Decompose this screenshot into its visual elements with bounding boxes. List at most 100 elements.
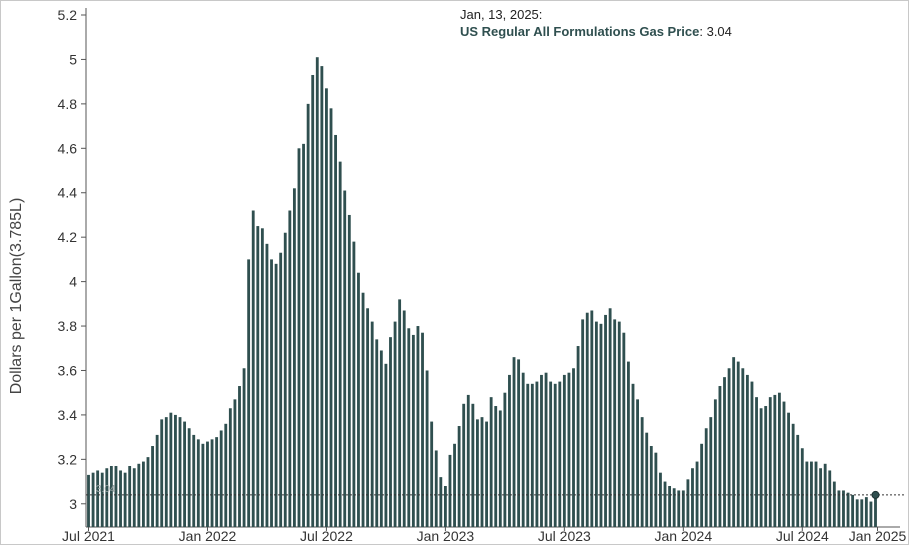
bar[interactable] bbox=[265, 243, 269, 527]
bar[interactable] bbox=[146, 457, 150, 527]
bar[interactable] bbox=[823, 463, 827, 527]
bar[interactable] bbox=[562, 374, 566, 527]
bar[interactable] bbox=[654, 452, 658, 527]
bar[interactable] bbox=[576, 346, 580, 527]
bar[interactable] bbox=[713, 399, 717, 527]
bar[interactable] bbox=[544, 372, 548, 527]
bar[interactable] bbox=[553, 383, 557, 527]
bar[interactable] bbox=[727, 368, 731, 527]
bar[interactable] bbox=[681, 490, 685, 527]
bar[interactable] bbox=[526, 383, 530, 527]
bar[interactable] bbox=[631, 383, 635, 527]
bar[interactable] bbox=[572, 368, 575, 527]
bar[interactable] bbox=[279, 252, 283, 528]
bar[interactable] bbox=[192, 434, 196, 527]
bar[interactable] bbox=[704, 428, 708, 527]
bar[interactable] bbox=[558, 381, 562, 527]
bar[interactable] bbox=[393, 321, 397, 527]
bar[interactable] bbox=[700, 443, 704, 527]
bar[interactable] bbox=[288, 210, 292, 527]
bar[interactable] bbox=[787, 412, 790, 527]
bar[interactable] bbox=[860, 499, 864, 527]
bar[interactable] bbox=[434, 450, 438, 527]
bar[interactable] bbox=[457, 426, 461, 527]
bar[interactable] bbox=[315, 57, 319, 528]
bar[interactable] bbox=[283, 232, 287, 528]
bar[interactable] bbox=[691, 468, 694, 527]
bar[interactable] bbox=[421, 332, 424, 527]
bar[interactable] bbox=[274, 263, 278, 527]
bar[interactable] bbox=[718, 386, 722, 527]
bar[interactable] bbox=[389, 337, 392, 527]
bar[interactable] bbox=[242, 368, 246, 527]
bar[interactable] bbox=[535, 381, 539, 527]
bar[interactable] bbox=[338, 161, 342, 527]
bar[interactable] bbox=[530, 383, 534, 527]
bar[interactable] bbox=[151, 446, 154, 527]
bar[interactable] bbox=[832, 481, 836, 527]
bar[interactable] bbox=[814, 461, 818, 527]
bar[interactable] bbox=[430, 421, 434, 527]
bar[interactable] bbox=[443, 486, 447, 527]
bar[interactable] bbox=[617, 321, 621, 527]
bar[interactable] bbox=[123, 472, 127, 527]
bar[interactable] bbox=[594, 321, 598, 527]
bar[interactable] bbox=[810, 461, 813, 527]
bar[interactable] bbox=[128, 466, 132, 527]
bar[interactable] bbox=[608, 308, 612, 527]
bar[interactable] bbox=[375, 339, 379, 527]
bar[interactable] bbox=[480, 417, 484, 527]
bar[interactable] bbox=[777, 392, 781, 527]
bar[interactable] bbox=[503, 392, 507, 527]
bar[interactable] bbox=[357, 272, 360, 527]
bar[interactable] bbox=[256, 226, 260, 527]
bar[interactable] bbox=[233, 399, 237, 527]
bar[interactable] bbox=[599, 323, 603, 527]
bar[interactable] bbox=[366, 308, 370, 527]
bar[interactable] bbox=[160, 419, 164, 527]
bar[interactable] bbox=[741, 368, 745, 527]
bar[interactable] bbox=[636, 399, 639, 527]
bar[interactable] bbox=[462, 403, 466, 527]
bar[interactable] bbox=[842, 490, 845, 527]
bar[interactable] bbox=[109, 466, 113, 527]
bar[interactable] bbox=[755, 397, 758, 527]
bar[interactable] bbox=[489, 397, 493, 527]
bar[interactable] bbox=[448, 454, 452, 527]
bar[interactable] bbox=[645, 432, 649, 527]
bar[interactable] bbox=[521, 372, 525, 527]
bar[interactable] bbox=[306, 103, 310, 528]
bar[interactable] bbox=[334, 134, 337, 527]
bar[interactable] bbox=[508, 374, 511, 527]
bar[interactable] bbox=[782, 401, 786, 527]
bar[interactable] bbox=[549, 381, 553, 527]
bar[interactable] bbox=[453, 443, 456, 527]
bar[interactable] bbox=[828, 470, 832, 527]
bar[interactable] bbox=[723, 377, 726, 527]
bar[interactable] bbox=[759, 408, 763, 527]
bar[interactable] bbox=[466, 394, 470, 527]
bar[interactable] bbox=[270, 259, 273, 527]
bar[interactable] bbox=[627, 361, 630, 527]
bar[interactable] bbox=[141, 461, 145, 527]
bar[interactable] bbox=[164, 417, 168, 527]
bar[interactable] bbox=[869, 501, 873, 527]
bar[interactable] bbox=[292, 188, 296, 528]
bar[interactable] bbox=[590, 310, 594, 527]
bar[interactable] bbox=[874, 494, 877, 527]
bar[interactable] bbox=[846, 492, 850, 527]
bar[interactable] bbox=[169, 412, 173, 527]
bar[interactable] bbox=[512, 357, 516, 527]
bar[interactable] bbox=[201, 443, 205, 527]
bar[interactable] bbox=[174, 414, 177, 527]
bar[interactable] bbox=[411, 334, 415, 527]
bar[interactable] bbox=[247, 259, 251, 527]
bar[interactable] bbox=[206, 441, 209, 527]
bar[interactable] bbox=[219, 430, 223, 527]
bar[interactable] bbox=[773, 394, 777, 527]
bar[interactable] bbox=[659, 472, 662, 527]
bar[interactable] bbox=[677, 490, 681, 527]
bar[interactable] bbox=[837, 490, 841, 527]
bar[interactable] bbox=[91, 472, 95, 527]
